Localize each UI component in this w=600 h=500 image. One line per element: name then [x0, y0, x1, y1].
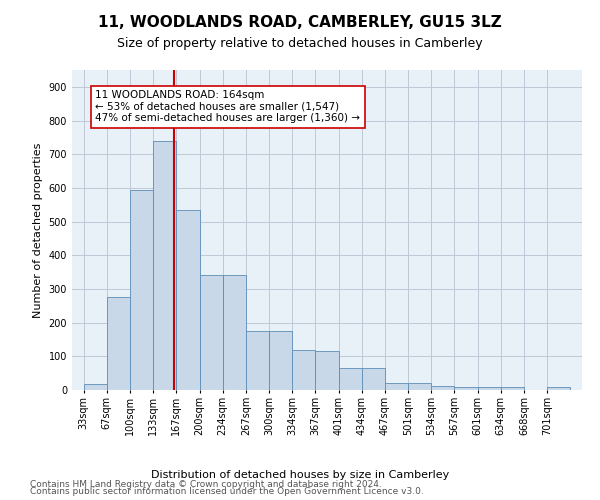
- Text: 11, WOODLANDS ROAD, CAMBERLEY, GU15 3LZ: 11, WOODLANDS ROAD, CAMBERLEY, GU15 3LZ: [98, 15, 502, 30]
- Bar: [199, 276, 223, 390]
- Bar: [107, 298, 130, 390]
- Bar: [176, 210, 199, 390]
- Bar: [455, 386, 478, 390]
- Text: Contains public sector information licensed under the Open Government Licence v3: Contains public sector information licen…: [30, 487, 424, 496]
- Bar: [408, 382, 431, 390]
- Bar: [223, 276, 246, 390]
- Bar: [338, 368, 362, 390]
- Bar: [246, 331, 269, 390]
- Bar: [316, 352, 338, 390]
- Text: 11 WOODLANDS ROAD: 164sqm
← 53% of detached houses are smaller (1,547)
47% of se: 11 WOODLANDS ROAD: 164sqm ← 53% of detac…: [95, 90, 361, 124]
- Text: Size of property relative to detached houses in Camberley: Size of property relative to detached ho…: [117, 38, 483, 51]
- Text: Distribution of detached houses by size in Camberley: Distribution of detached houses by size …: [151, 470, 449, 480]
- Bar: [83, 384, 107, 390]
- Bar: [431, 386, 455, 390]
- Y-axis label: Number of detached properties: Number of detached properties: [33, 142, 43, 318]
- Bar: [292, 350, 316, 390]
- Text: Contains HM Land Registry data © Crown copyright and database right 2024.: Contains HM Land Registry data © Crown c…: [30, 480, 382, 489]
- Bar: [547, 388, 571, 390]
- Bar: [385, 382, 408, 390]
- Bar: [130, 190, 153, 390]
- Bar: [362, 368, 385, 390]
- Bar: [478, 388, 501, 390]
- Bar: [501, 388, 524, 390]
- Bar: [153, 140, 176, 390]
- Bar: [269, 331, 292, 390]
